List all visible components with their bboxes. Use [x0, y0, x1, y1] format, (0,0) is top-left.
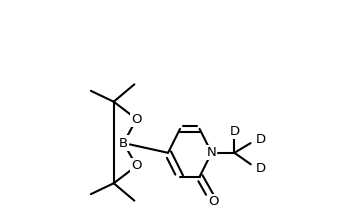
Text: D: D: [256, 133, 266, 146]
Text: O: O: [131, 113, 142, 126]
Text: O: O: [131, 159, 142, 172]
Text: D: D: [256, 161, 266, 175]
Text: D: D: [229, 125, 239, 138]
Text: B: B: [119, 136, 128, 150]
Text: N: N: [207, 146, 217, 159]
Text: O: O: [209, 195, 219, 208]
